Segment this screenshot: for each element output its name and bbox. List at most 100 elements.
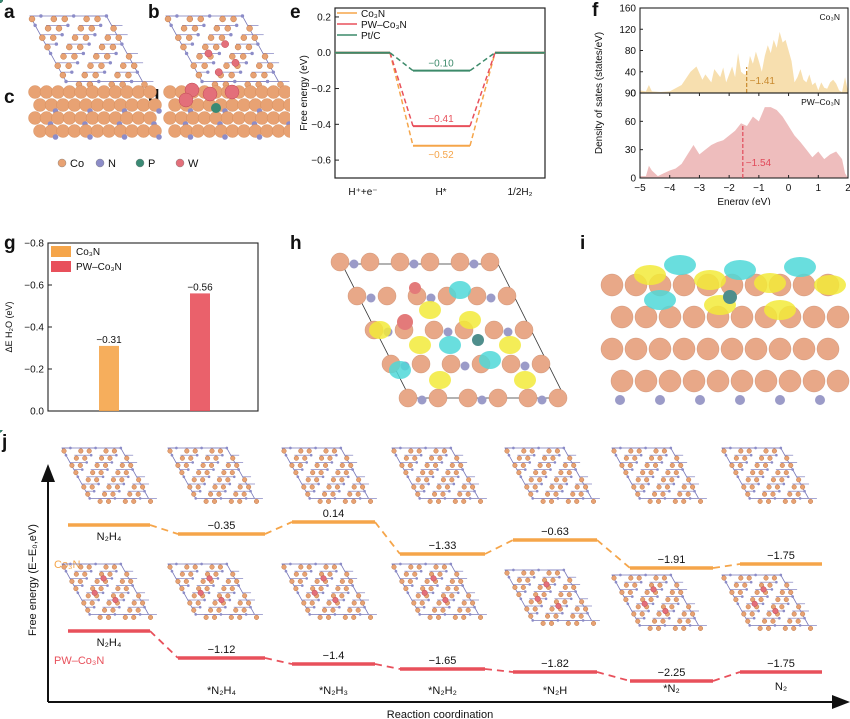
co-atom xyxy=(327,455,333,461)
co-atom xyxy=(623,455,629,461)
co-atom xyxy=(33,124,47,138)
panel-series-name: Co₃N xyxy=(820,12,840,22)
co-atom xyxy=(420,470,426,476)
co-atom xyxy=(787,618,793,624)
co-atom xyxy=(106,484,112,490)
state-label: N₂H₄ xyxy=(97,531,122,543)
n-atom xyxy=(394,453,398,457)
co-atom xyxy=(624,337,648,361)
n-atom xyxy=(224,605,227,609)
co-atom xyxy=(246,600,252,606)
co-atom xyxy=(504,448,510,454)
n-atom xyxy=(507,575,511,579)
co-atom xyxy=(204,586,210,592)
co-atom xyxy=(141,81,148,88)
co-atom xyxy=(186,34,193,41)
co-atom xyxy=(627,462,633,468)
co-atom xyxy=(779,462,785,468)
co-atom xyxy=(661,448,667,454)
co-atom xyxy=(209,564,215,570)
co-atom xyxy=(61,15,68,23)
co-atom xyxy=(678,589,684,595)
co-atom xyxy=(233,607,239,613)
co-atom xyxy=(635,491,641,497)
co-atom xyxy=(309,484,315,490)
co-atom xyxy=(578,613,584,619)
co-atom xyxy=(85,85,100,99)
n-atom xyxy=(724,580,728,584)
n-atom xyxy=(221,453,224,457)
x-tick-label: 2 xyxy=(845,183,850,194)
co-atom xyxy=(314,462,320,468)
co-atom xyxy=(465,491,471,497)
panel-label-g: g xyxy=(4,233,16,254)
n-atom xyxy=(317,598,320,602)
co-atom xyxy=(39,34,46,41)
intermediate-label: N₂ xyxy=(775,681,787,693)
n-atom xyxy=(574,468,577,471)
n-atom xyxy=(225,446,229,450)
co-atom xyxy=(802,305,826,329)
co-atom xyxy=(205,455,211,461)
co-atom xyxy=(579,477,585,483)
co-atom xyxy=(412,571,418,577)
n-atom xyxy=(200,562,203,566)
co-atom xyxy=(619,462,625,468)
n-atom xyxy=(445,569,448,573)
co-atom xyxy=(208,607,214,613)
co-atom xyxy=(342,498,348,504)
n-atom xyxy=(156,108,162,114)
co-atom xyxy=(103,53,111,60)
n-atom xyxy=(419,453,423,457)
co-atom xyxy=(649,455,655,461)
d-band-center-label: −1.41 xyxy=(750,76,776,87)
n-atom xyxy=(540,604,543,608)
co-atom xyxy=(652,618,658,624)
co-atom xyxy=(195,600,201,606)
co-atom xyxy=(242,477,248,483)
co-atom xyxy=(545,613,551,619)
n-atom xyxy=(305,577,309,580)
co-atom xyxy=(233,491,239,497)
n-atom xyxy=(312,605,316,609)
co-atom xyxy=(550,577,556,583)
co-atom xyxy=(583,484,589,490)
co-atom xyxy=(106,600,112,606)
co-atom xyxy=(399,578,405,584)
n-atom xyxy=(422,489,426,493)
n-atom xyxy=(614,453,618,457)
n-atom xyxy=(69,562,72,566)
n-atom xyxy=(635,461,639,464)
co-atom xyxy=(202,124,217,138)
bar-value-label: −0.56 xyxy=(187,282,213,293)
co-atom xyxy=(765,498,772,504)
co-atom xyxy=(411,354,431,374)
n-atom xyxy=(342,482,346,486)
n-atom xyxy=(346,475,350,479)
co-atom xyxy=(768,337,792,361)
co-atom xyxy=(351,614,357,620)
transition-line xyxy=(389,52,414,72)
co-atom xyxy=(179,571,185,577)
n-atom xyxy=(131,584,134,587)
co-atom xyxy=(140,484,146,490)
transition-line xyxy=(469,52,496,146)
n-atom xyxy=(194,613,198,616)
co-atom xyxy=(742,455,748,461)
n-atom xyxy=(798,624,802,627)
co-atom xyxy=(190,62,197,70)
co-atom xyxy=(81,484,87,490)
co-atom xyxy=(56,124,70,138)
n-atom xyxy=(745,588,749,591)
co-atom xyxy=(623,582,629,588)
n-atom xyxy=(406,475,410,479)
co-atom xyxy=(807,498,814,504)
co-atom xyxy=(188,455,194,461)
co-atom xyxy=(541,592,547,598)
n-atom xyxy=(102,70,107,74)
n-atom xyxy=(418,497,422,500)
co-atom xyxy=(323,564,329,570)
co-atom xyxy=(673,597,679,603)
n-atom xyxy=(219,613,223,616)
legend-swatch xyxy=(51,246,71,257)
